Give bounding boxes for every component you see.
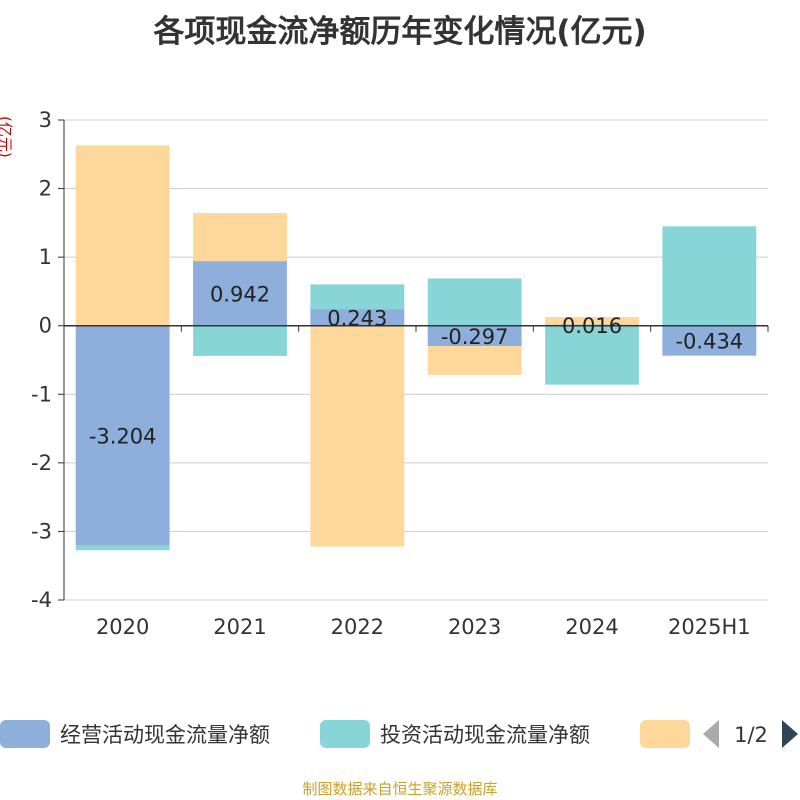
bar-series-1-2022 (310, 284, 405, 310)
bar-series-0-2023 (427, 325, 522, 347)
x-tick-label: 2021 (213, 615, 266, 639)
data-labels: -3.204 0.942 0.243 -0.297 0.016 -0.434 (89, 282, 743, 448)
legend-swatch-2[interactable] (640, 720, 690, 748)
legend-label-1[interactable]: 投资活动现金流量净额 (380, 723, 590, 747)
bar-series-0-2021 (193, 261, 287, 326)
bar-series-2-2020 (75, 145, 170, 326)
legend-label-0[interactable]: 经营活动现金流量净额 (60, 723, 270, 747)
y-tick-label: -2 (31, 451, 52, 475)
source-note: 制图数据来自恒生聚源数据库 (302, 780, 498, 798)
y-tick-label: 3 (39, 108, 52, 132)
legend-prev-icon[interactable] (703, 720, 719, 748)
bar-series-1-2020 (75, 545, 170, 551)
data-label-2024: 0.016 (562, 314, 622, 338)
legend-swatch-0[interactable] (0, 720, 50, 748)
x-tick-label: 2024 (565, 615, 618, 639)
data-label-2023: -0.297 (441, 325, 509, 349)
bar-series-1-2023 (427, 278, 522, 326)
bar-series-2-2022 (310, 325, 405, 547)
bar-series-1-2021 (193, 325, 287, 356)
x-tick-label: 2022 (331, 615, 384, 639)
bars (75, 145, 757, 551)
grid-lines (64, 119, 768, 601)
y-tick-label: 1 (39, 245, 52, 269)
legend-next-icon[interactable] (782, 720, 798, 748)
bar-series-2-2023 (427, 346, 522, 375)
x-tick-label: 2025H1 (668, 615, 751, 639)
bar-series-2-2021 (193, 213, 287, 262)
bar-series-0-2022 (310, 309, 405, 326)
legend: 经营活动现金流量净额 投资活动现金流量净额 1/2 (0, 720, 798, 748)
chart-title: 各项现金流净额历年变化情况(亿元) (153, 14, 647, 50)
bar-series-0-2020 (75, 325, 170, 546)
axes: 3 2 1 0 -1 -2 -3 -4 2020 2021 2022 2023 2024 2025H1 (31, 108, 769, 639)
x-tick-label: 2023 (448, 615, 501, 639)
bar-series-1-2025H1 (662, 226, 757, 326)
bar-series-2-2024 (545, 317, 639, 325)
data-label-2020: -3.204 (89, 425, 157, 449)
bar-series-2-2025H1 (662, 355, 757, 357)
data-label-2025H1: -0.434 (675, 330, 743, 354)
bar-series-0-2025H1 (662, 325, 757, 356)
x-tick-label: 2020 (96, 615, 149, 639)
bar-series-1-2024 (545, 325, 639, 385)
y-tick-label: -3 (31, 519, 52, 543)
data-label-2022: 0.243 (327, 306, 387, 330)
y-tick-label: 0 (39, 314, 52, 338)
y-tick-label: 2 (39, 177, 52, 201)
data-label-2021: 0.942 (210, 282, 270, 306)
y-tick-label: -4 (31, 588, 52, 612)
y-axis-unit-label: (亿元) (0, 116, 14, 158)
legend-swatch-1[interactable] (320, 720, 370, 748)
y-tick-label: -1 (31, 382, 52, 406)
legend-page-indicator: 1/2 (734, 723, 768, 747)
